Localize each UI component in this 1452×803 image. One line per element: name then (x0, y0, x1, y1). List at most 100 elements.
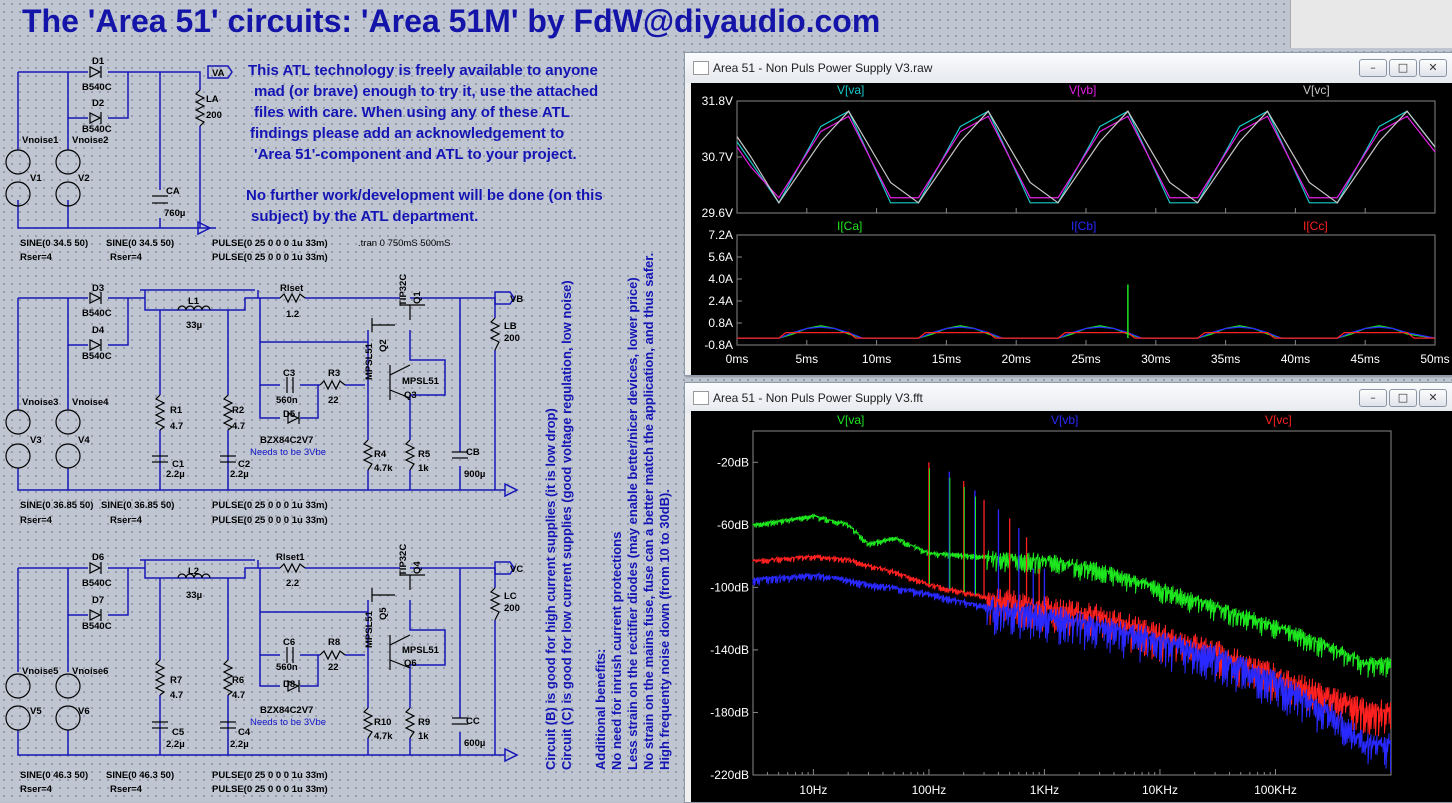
net-va: VA (212, 68, 225, 79)
raw-window-title: Area 51 - Non Puls Power Supply V3.raw (713, 61, 933, 75)
y-tick-label: -100dB (710, 580, 749, 594)
x-tick-label: 100KHz (1254, 783, 1297, 797)
label-d3-value: B540C (82, 308, 112, 319)
trace-label-fft-vc[interactable]: V[vc] (1265, 413, 1292, 427)
label-r9-value: 1k (418, 731, 429, 742)
net-vc: VC (510, 564, 524, 575)
series-group-V[va] (752, 513, 1391, 678)
no-work-note-2: subject) by the ATL department. (251, 208, 479, 225)
x-tick-label: 10Hz (799, 783, 827, 797)
license-note-2: mad (or brave) enough to try it, use the… (254, 83, 599, 100)
maximize-button[interactable]: □ (1389, 389, 1417, 407)
maximize-button[interactable]: □ (1389, 59, 1417, 77)
trace-label-vc[interactable]: V[vc] (1303, 83, 1330, 97)
fft-window-titlebar[interactable]: Area 51 - Non Puls Power Supply V3.fft –… (685, 383, 1452, 413)
label-r10: R10 (374, 717, 392, 728)
license-note-1: This ATL technology is freely available … (248, 62, 598, 79)
label-r7: R7 (170, 675, 183, 686)
trace-label-fft-vb[interactable]: V[vb] (1051, 413, 1079, 427)
fft-window-title: Area 51 - Non Puls Power Supply V3.fft (713, 391, 923, 405)
label-q2: Q2 (378, 339, 389, 352)
raw-window-titlebar[interactable]: Area 51 - Non Puls Power Supply V3.raw –… (685, 53, 1452, 83)
label-vnoise3: Vnoise3 (22, 397, 59, 408)
label-pulse6: PULSE(0 25 0 0 0 1u 33m) (212, 784, 328, 795)
label-src6: SINE(0 46.3 50) (106, 770, 175, 781)
raw-plot-window[interactable]: Area 51 - Non Puls Power Supply V3.raw –… (684, 52, 1452, 376)
label-ca: CA (166, 186, 180, 197)
series-group-V[vb] (752, 571, 1391, 772)
x-tick-label: 100Hz (912, 783, 947, 797)
label-d5-value: BZX84C2V7 (260, 435, 314, 446)
circuit-b-parts (5, 292, 501, 471)
label-ca-value: 760µ (164, 208, 186, 219)
trace-label-vb[interactable]: V[vb] (1069, 83, 1097, 97)
series-line-I[Ca] (737, 325, 1436, 339)
circuit-c-wires (17, 559, 519, 763)
fft-plot-svg[interactable]: -20dB -60dB -100dB -140dB -180dB -220dB 10Hz 10… (691, 411, 1452, 802)
x-tick-label: 40ms (1281, 352, 1310, 366)
trace-label-ica[interactable]: I[Ca] (837, 219, 863, 233)
label-pulse2: PULSE(0 25 0 0 0 1u 33m) (212, 252, 328, 263)
label-q3: Q3 (404, 390, 417, 401)
label-lc: LC (504, 591, 517, 602)
trace-label-icc[interactable]: I[Cc] (1303, 219, 1328, 233)
trace-label-va[interactable]: V[va] (837, 83, 865, 97)
x-tick-label: 10KHz (1142, 783, 1178, 797)
label-needs-3vbe-c: Needs to be 3Vbe (250, 717, 327, 728)
close-button[interactable]: ✕ (1419, 389, 1447, 407)
label-q5: Q5 (378, 607, 389, 620)
label-r1: R1 (170, 405, 183, 416)
trace-label-fft-va[interactable]: V[va] (837, 413, 865, 427)
label-rlset-value: 1.2 (286, 309, 300, 320)
circuit-a-wires (17, 65, 233, 236)
license-note-5: 'Area 51'-component and ATL to your proj… (254, 146, 577, 163)
label-q1-value: TIP32C (398, 273, 409, 306)
label-tran: .tran 0 750mS 500mS (358, 238, 451, 249)
label-d1-value: B540C (82, 82, 112, 93)
fft-plot-window[interactable]: Area 51 - Non Puls Power Supply V3.fft –… (684, 382, 1452, 803)
label-l1-value: 33µ (186, 320, 203, 331)
label-pulse4: PULSE(0 25 0 0 0 1u 33m) (212, 515, 328, 526)
net-vb: VB (510, 294, 524, 305)
label-d6-value: B540C (82, 578, 112, 589)
label-la: LA (206, 94, 219, 105)
label-q2-value: MPSL51 (364, 343, 375, 380)
label-r5: R5 (418, 449, 431, 460)
label-lb-value: 200 (504, 333, 520, 344)
label-d5: D5 (283, 409, 296, 420)
fft-plot-area[interactable]: -20dB -60dB -100dB -140dB -180dB -220dB 10Hz 10… (691, 411, 1452, 802)
label-d4-value: B540C (82, 351, 112, 362)
label-pulse1: PULSE(0 25 0 0 0 1u 33m) (212, 238, 328, 249)
label-c6-value: 560n (276, 662, 298, 673)
fft-pane-frame (752, 430, 1392, 776)
x-tick-label: 20ms (1002, 352, 1031, 366)
x-tick-label: 15ms (932, 352, 961, 366)
label-c2: C2 (238, 459, 251, 470)
label-d2: D2 (92, 98, 105, 109)
label-vnoise5: Vnoise5 (22, 666, 59, 677)
series-line-V[va] (736, 110, 1436, 204)
label-r2: R2 (232, 405, 245, 416)
x-tick-label: 5ms (795, 352, 818, 366)
label-src1: SINE(0 34.5 50) (20, 238, 89, 249)
x-tick-label: 45ms (1351, 352, 1380, 366)
label-r2-value: 4.7 (232, 421, 246, 432)
y-tick-label: -60dB (717, 518, 749, 532)
label-rser3: Rser=4 (20, 515, 52, 526)
background-panel (1290, 0, 1452, 48)
label-c2-value: 2.2µ (230, 469, 249, 480)
raw-plot-svg[interactable]: 31.8V 30.7V 29.6V 7.2A 5.6A 4.0A 2.4A 0.8A -0.8A… (691, 83, 1452, 375)
series-line-V[vc] (736, 110, 1436, 204)
x-tick-label: 50ms (1420, 352, 1449, 366)
label-lc-value: 200 (504, 603, 520, 614)
trace-label-icb[interactable]: I[Cb] (1071, 219, 1097, 233)
minimize-button[interactable]: – (1359, 389, 1387, 407)
close-button[interactable]: ✕ (1419, 59, 1447, 77)
label-rser4: Rser=4 (110, 515, 142, 526)
minimize-button[interactable]: – (1359, 59, 1387, 77)
label-cc-value: 600µ (464, 738, 486, 749)
raw-plot-area[interactable]: 31.8V 30.7V 29.6V 7.2A 5.6A 4.0A 2.4A 0.8A -0.8A… (691, 83, 1452, 375)
y-tick-label: 30.7V (702, 150, 733, 164)
label-d8: D8 (283, 679, 296, 690)
license-note-3: files with care. When using any of these… (254, 104, 570, 121)
